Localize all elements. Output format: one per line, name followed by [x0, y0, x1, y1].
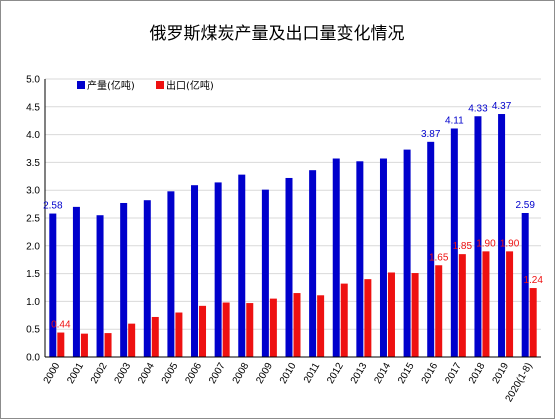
export-label-2000: 0.44 [51, 320, 71, 331]
production-label-2019: 4.37 [492, 101, 512, 112]
export-bar-2011 [317, 295, 325, 357]
production-bar-2020(1-8) [521, 212, 529, 357]
axes [44, 79, 541, 358]
production-bar-2006 [191, 185, 199, 357]
export-bar-2018 [482, 251, 490, 357]
legend-label-export: 出口(亿吨) [166, 79, 214, 92]
export-bar-2014 [387, 272, 395, 357]
production-label-2000: 2.58 [43, 201, 63, 212]
production-bar-2003 [120, 202, 128, 357]
y-tick-label: 0.5 [26, 325, 40, 336]
production-bar-2013 [356, 161, 364, 357]
export-label-2016: 1.65 [429, 252, 449, 263]
export-bar-2012 [340, 283, 348, 357]
production-bar-2017 [450, 128, 458, 357]
production-bar-2012 [332, 158, 340, 357]
y-tick-label: 4.5 [26, 102, 40, 113]
y-tick-label: 4.0 [26, 130, 40, 141]
y-tick-label: 3.0 [26, 186, 40, 197]
x-tick-label: 2001 [65, 361, 86, 386]
production-bar-2001 [72, 206, 80, 357]
export-bar-2015 [411, 273, 419, 357]
x-tick-label: 2011 [302, 361, 322, 386]
y-tick-label: 0.0 [26, 353, 40, 364]
y-tick-label: 2.0 [26, 241, 40, 252]
x-tick-label: 2009 [254, 361, 275, 386]
x-tick-label: 2010 [278, 361, 299, 386]
legend-label-production: 产量(亿吨) [87, 79, 135, 92]
export-label-2020(1-8): 1.24 [523, 275, 543, 286]
legend-swatch-export [156, 81, 164, 89]
export-label-2018: 1.90 [476, 238, 496, 249]
y-axis-ticks: 0.0 0.5 1.0 1.5 2.0 2.5 3.0 3.5 4.0 4.5 5.0 [26, 75, 40, 364]
chart-title: 俄罗斯煤炭产量及出口量变化情况 [150, 24, 405, 44]
x-tick-label: 2017 [443, 361, 464, 386]
export-bar-2008 [246, 303, 254, 357]
production-bar-2002 [96, 215, 104, 357]
production-bar-2016 [427, 141, 435, 357]
export-bar-2004 [151, 316, 159, 357]
x-tick-label: 2013 [349, 361, 370, 386]
export-label-2019: 1.90 [500, 238, 520, 249]
y-tick-label: 1.0 [26, 297, 40, 308]
export-bar-2019 [506, 251, 514, 357]
x-tick-label: 2000 [42, 361, 63, 386]
x-tick-label: 2008 [231, 361, 252, 386]
production-bar-2014 [379, 158, 387, 357]
production-label-2018: 4.33 [468, 103, 488, 114]
x-tick-label: 2004 [136, 361, 157, 386]
data-labels: 2.583.874.114.33 4.372.590.441.651.85 1.90… [43, 101, 543, 331]
production-bar-2008 [238, 174, 246, 357]
production-bar-2000 [49, 213, 57, 357]
export-bar-2007 [222, 302, 230, 357]
y-tick-label: 3.5 [26, 158, 40, 169]
production-label-2016: 3.87 [421, 129, 441, 140]
x-tick-label: 2006 [183, 361, 204, 386]
x-tick-label: 2014 [372, 361, 393, 386]
production-bar-2010 [285, 177, 293, 357]
y-tick-label: 2.5 [26, 214, 40, 225]
production-bar-2018 [474, 116, 482, 357]
production-bar-2015 [403, 149, 411, 357]
x-tick-label: 2012 [325, 361, 346, 386]
y-tick-label: 5.0 [26, 75, 40, 86]
export-label-2017: 1.85 [453, 241, 473, 252]
production-bar-2005 [167, 191, 175, 357]
production-bar-2004 [143, 200, 151, 357]
production-bar-2019 [498, 114, 506, 357]
x-tick-label: 2016 [420, 361, 441, 386]
x-tick-label: 2003 [113, 361, 134, 386]
export-bar-2001 [80, 333, 88, 357]
x-tick-label: 2005 [160, 361, 181, 386]
gridlines [45, 78, 541, 330]
production-bar-2011 [309, 170, 317, 357]
production-label-2017: 4.11 [445, 115, 464, 126]
export-bar-2006 [199, 305, 207, 357]
x-axis-ticks: 2000 2001 2002 2003 2004 2005 2006 2007 2008 2009… [42, 361, 535, 404]
x-tick-label: 2018 [467, 361, 488, 386]
export-bar-2010 [293, 293, 301, 357]
export-bar-2003 [128, 323, 136, 357]
x-tick-label: 2002 [89, 361, 110, 386]
x-tick-label: 2019 [491, 361, 512, 386]
export-bar-2020(1-8) [529, 288, 537, 357]
export-bar-2016 [435, 265, 443, 357]
export-bar-2005 [175, 312, 183, 357]
export-bar-2002 [104, 333, 112, 357]
production-bar-2009 [261, 189, 269, 357]
legend-swatch-production [77, 81, 85, 89]
x-tick-label: 2007 [207, 361, 228, 386]
export-bar-2017 [458, 254, 466, 357]
production-bar-2007 [214, 182, 222, 357]
production-label-2020(1-8): 2.59 [515, 200, 535, 211]
export-bar-2009 [269, 298, 277, 357]
y-tick-label: 1.5 [26, 269, 40, 280]
export-bar-2013 [364, 279, 372, 357]
export-bar-2000 [57, 332, 65, 357]
bars [49, 114, 537, 357]
legend: 产量(亿吨) 出口(亿吨) [77, 79, 214, 92]
x-tick-label: 2015 [396, 361, 417, 386]
